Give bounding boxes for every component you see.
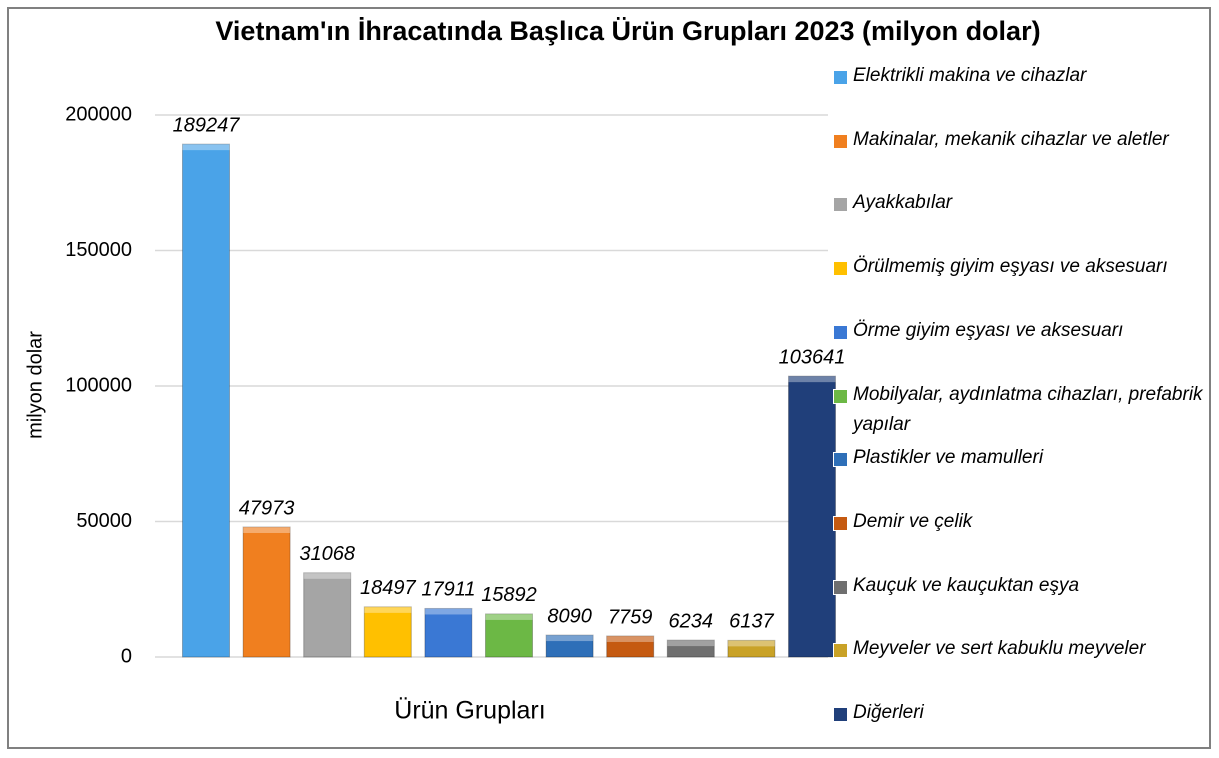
bar <box>424 607 473 658</box>
bar <box>485 613 533 658</box>
data-label: 18497 <box>360 577 416 599</box>
legend-label: Örülmemiş giyim eşyası ve aksesuarı <box>853 256 1168 278</box>
data-label: 189247 <box>173 114 241 136</box>
bar-cap <box>606 635 654 642</box>
data-label: 8090 <box>547 605 592 627</box>
data-label: 6137 <box>729 611 774 633</box>
legend-item: Meyveler ve sert kabuklu meyveler <box>833 634 1203 664</box>
legend-item: Makinalar, mekanik cihazlar ve aletler <box>833 125 1203 155</box>
bar-cap <box>485 613 533 620</box>
legend-item: Elektrikli makina ve cihazlar <box>833 61 1203 91</box>
legend-label: Demir ve çelik <box>853 510 973 532</box>
legend-item: Ayakkabılar <box>833 188 1203 218</box>
y-axis-label: milyon dolar <box>24 331 46 439</box>
legend-item: Plastikler ve mamulleri <box>833 443 1203 473</box>
data-label: 17911 <box>421 579 475 601</box>
legend-label: Plastikler ve mamulleri <box>853 447 1044 469</box>
legend-swatch <box>833 197 848 213</box>
legend-label: Diğerleri <box>853 702 924 723</box>
data-label: 47973 <box>239 497 295 519</box>
legend-item: Demir ve çelik <box>833 507 1203 537</box>
legend-item: Mobilyalar, aydınlatma cihazları, prefab… <box>833 380 1203 440</box>
bar-cap <box>303 572 351 579</box>
legend-swatch <box>833 70 848 85</box>
y-tick-label: 0 <box>121 645 132 667</box>
legend-item: Örülmemiş giyim eşyası ve aksesuarı <box>833 252 1203 282</box>
legend-swatch <box>833 324 848 340</box>
legend-swatch <box>833 515 848 531</box>
y-tick-label: 200000 <box>65 103 132 125</box>
legend-swatch <box>833 579 848 595</box>
data-label: 15892 <box>481 584 537 606</box>
x-axis-label: Ürün Grupları <box>394 697 545 725</box>
legend-swatch <box>833 133 848 149</box>
bar <box>363 606 412 658</box>
bar <box>788 375 836 658</box>
bar-cap <box>243 526 291 533</box>
bar-cap <box>667 640 715 647</box>
data-label: 6234 <box>669 610 714 632</box>
bar-cap <box>546 635 594 642</box>
bar <box>727 639 776 658</box>
data-label: 7759 <box>608 606 653 628</box>
bar <box>182 143 230 658</box>
y-tick-label: 50000 <box>76 510 132 532</box>
bar <box>666 639 715 658</box>
legend-item: Diğerleri <box>833 698 1203 728</box>
bar <box>242 526 291 658</box>
bar-cap <box>364 606 412 613</box>
legend-swatch <box>833 261 848 277</box>
data-label: 31068 <box>299 543 355 565</box>
legend-swatch <box>833 707 848 722</box>
bar-cap <box>727 640 775 647</box>
chart-title: Vietnam'ın İhracatında Başlıca Ürün Grup… <box>215 16 1040 46</box>
bar-cap <box>182 144 230 151</box>
bar-cap <box>424 608 472 615</box>
legend-label: Kauçuk ve kauçuktan eşya <box>853 574 1080 596</box>
legend-swatch <box>833 388 848 404</box>
legend-label: Mobilyalar, aydınlatma cihazları, prefab… <box>853 383 1203 435</box>
bar-cap <box>788 376 836 383</box>
legend-swatch <box>833 452 848 468</box>
legend-label: Örme giyim eşyası ve aksesuarı <box>853 319 1124 341</box>
legend-label: Meyveler ve sert kabuklu meyveler <box>853 638 1146 660</box>
y-tick-label: 150000 <box>65 239 132 261</box>
legend-label: Makinalar, mekanik cihazlar ve aletler <box>853 128 1169 150</box>
legend-item: Kauçuk ve kauçuktan eşya <box>833 571 1203 601</box>
bar <box>545 634 594 658</box>
data-label: 103641 <box>779 346 846 368</box>
legend-label: Elektrikli makina ve cihazlar <box>853 65 1087 86</box>
legend-label: Ayakkabılar <box>853 192 953 214</box>
legend-swatch <box>833 643 848 659</box>
bar <box>606 635 655 658</box>
legend-item: Örme giyim eşyası ve aksesuarı <box>833 316 1203 346</box>
bar <box>303 572 352 658</box>
y-tick-label: 100000 <box>65 374 132 396</box>
